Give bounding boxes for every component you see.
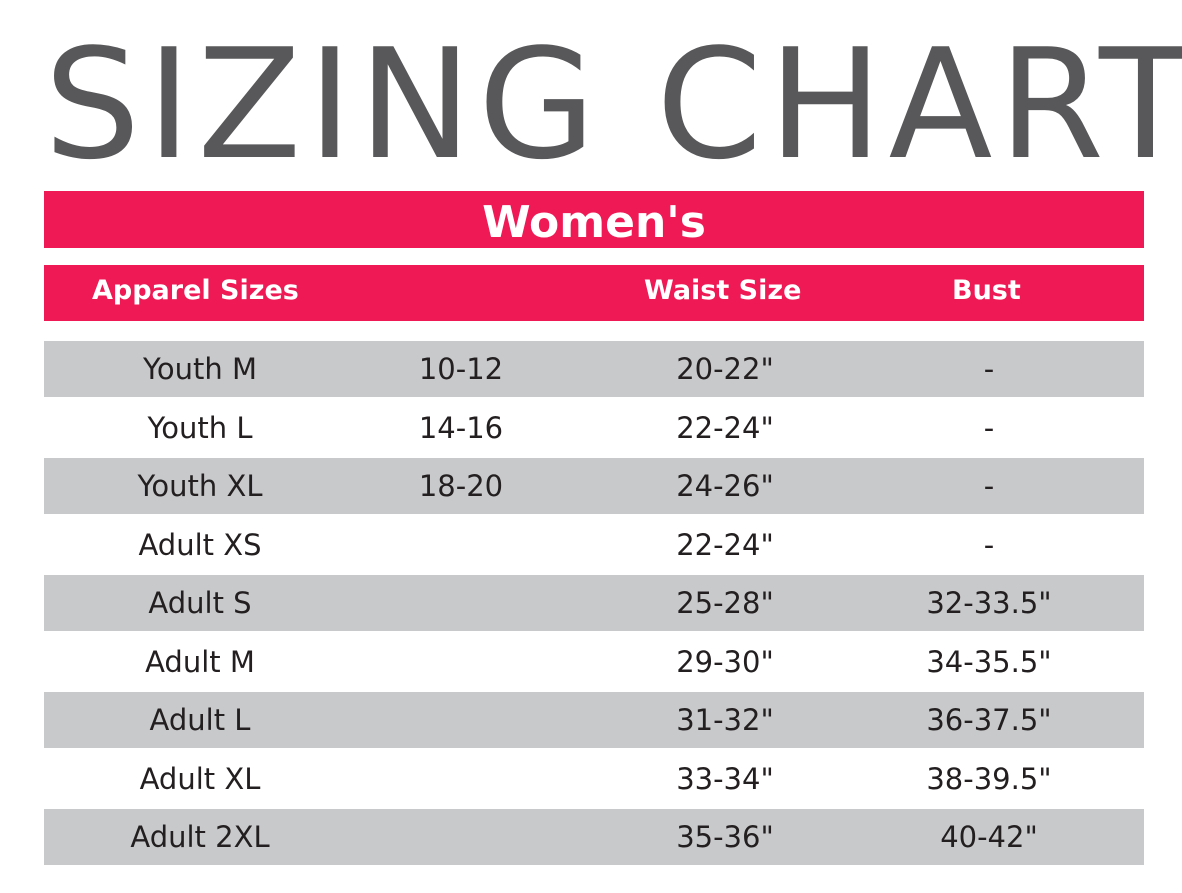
cell-bust: -: [983, 469, 995, 503]
cell-apparel-size: Youth M: [143, 352, 257, 386]
column-header-bust: Bust: [952, 275, 1021, 306]
cell-waist-size: 20-22": [676, 352, 774, 386]
table-row: Adult XS 22-24" -: [44, 516, 1144, 573]
cell-apparel-size: Adult L: [149, 703, 251, 737]
table-row: Youth XL 18-20 24-26" -: [44, 458, 1144, 514]
cell-numeric-size: [361, 692, 561, 748]
table-row: Adult M 29-30" 34-35.5": [44, 633, 1144, 690]
cell-numeric-size: [361, 751, 561, 807]
cell-apparel-size: Adult M: [145, 644, 255, 679]
cell-bust: 40-42": [940, 820, 1038, 854]
cell-waist-size: 33-34": [676, 761, 774, 796]
column-header-waist-size: Waist Size: [644, 275, 802, 306]
cell-numeric-size: [361, 634, 561, 690]
cell-apparel-size: Adult XL: [139, 761, 261, 796]
cell-apparel-size: Adult XS: [138, 527, 262, 562]
cell-bust: 34-35.5": [926, 644, 1052, 679]
cell-bust: 36-37.5": [926, 703, 1052, 737]
cell-bust: 38-39.5": [926, 761, 1052, 796]
cell-apparel-size: Adult 2XL: [130, 820, 270, 854]
cell-numeric-size: [361, 517, 561, 573]
cell-numeric-size: 10-12: [418, 352, 504, 386]
cell-numeric-size: [361, 575, 561, 631]
cell-bust: 32-33.5": [926, 586, 1052, 620]
table-header: Apparel Sizes Waist Size Bust: [44, 265, 1144, 321]
cell-numeric-size: 14-16: [418, 410, 504, 445]
section-heading-womens: Women's: [44, 191, 1144, 248]
column-header-apparel-sizes: Apparel Sizes: [92, 275, 299, 306]
cell-bust: -: [983, 527, 995, 562]
cell-waist-size: 24-26": [676, 469, 774, 503]
cell-apparel-size: Adult S: [148, 586, 252, 620]
cell-waist-size: 22-24": [676, 527, 774, 562]
cell-waist-size: 35-36": [676, 820, 774, 854]
cell-apparel-size: Youth XL: [137, 469, 263, 503]
cell-bust: -: [983, 352, 995, 386]
cell-waist-size: 31-32": [676, 703, 774, 737]
page-title: SIZING CHART: [44, 16, 1182, 193]
table-row: Youth L 14-16 22-24" -: [44, 399, 1144, 456]
cell-numeric-size: 18-20: [418, 469, 504, 503]
cell-apparel-size: Youth L: [147, 410, 253, 445]
table-row: Adult 2XL 35-36" 40-42": [44, 809, 1144, 865]
cell-waist-size: 25-28": [676, 586, 774, 620]
cell-numeric-size: [361, 809, 561, 865]
table-row: Adult S 25-28" 32-33.5": [44, 575, 1144, 631]
table-row: Adult XL 33-34" 38-39.5": [44, 750, 1144, 807]
table-row: Youth M 10-12 20-22" -: [44, 341, 1144, 397]
cell-waist-size: 29-30": [676, 644, 774, 679]
cell-bust: -: [983, 410, 995, 445]
cell-waist-size: 22-24": [676, 410, 774, 445]
table-row: Adult L 31-32" 36-37.5": [44, 692, 1144, 748]
size-table-body: Youth M 10-12 20-22" - Youth L 14-16 22-…: [44, 341, 1144, 868]
